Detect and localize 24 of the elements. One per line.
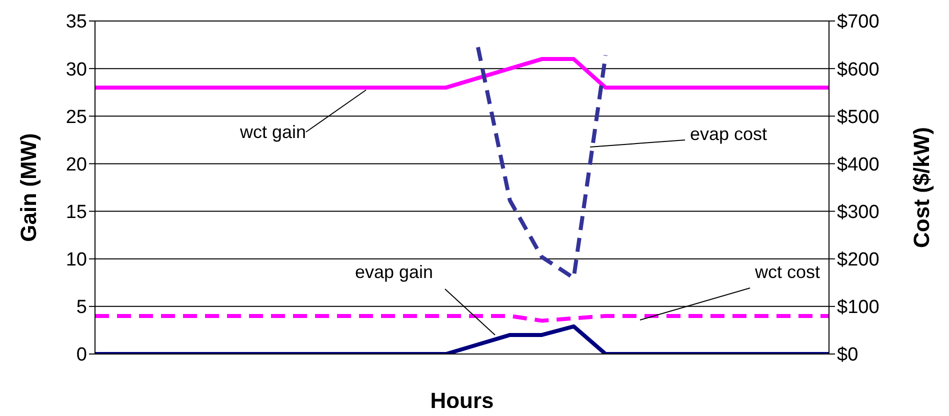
text: evap gain: [355, 262, 434, 282]
y-tick-label: 30: [66, 59, 87, 80]
y2-tick-label: $600: [837, 59, 880, 80]
y-tick-label: 5: [76, 297, 87, 318]
y2-tick-label: $700: [837, 12, 880, 33]
y2-tick-label: $200: [837, 250, 880, 271]
y-axis-title: Gain (MW): [16, 133, 41, 242]
series-label: wct cost: [754, 262, 820, 282]
y-tick-label: 20: [66, 154, 87, 176]
text: evap cost: [690, 124, 768, 144]
y-tick-label: 10: [66, 250, 87, 271]
y2-tick-label: $300: [837, 202, 880, 224]
y-tick-label: 15: [66, 202, 87, 224]
y-tick-label: 35: [66, 12, 87, 33]
y2-tick-label: $400: [837, 154, 880, 176]
y-tick-label: 0: [76, 344, 87, 366]
y2-tick-label: $500: [837, 106, 880, 128]
y2-tick-label: $100: [837, 297, 880, 318]
series-label: wct gain: [239, 122, 306, 142]
y2-axis-title: Cost ($/kW): [908, 127, 934, 248]
x-axis-title: Hours: [430, 388, 494, 413]
y2-tick-label: $0: [837, 344, 858, 366]
y-tick-label: 25: [66, 106, 87, 128]
line-series: [476, 45, 608, 280]
